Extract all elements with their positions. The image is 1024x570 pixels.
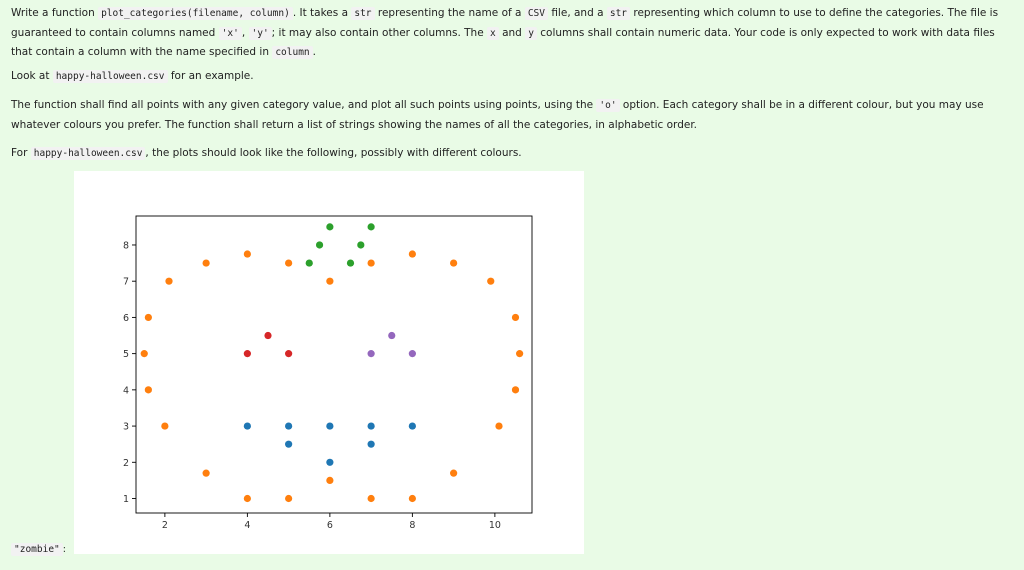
output-label: "zombie": — [11, 542, 66, 558]
data-point — [408, 422, 416, 430]
instruction-paragraph-3: The function shall find all points with … — [11, 99, 984, 131]
data-point — [367, 259, 375, 267]
data-point — [367, 422, 375, 430]
data-point — [285, 440, 293, 448]
column-code: column — [272, 46, 313, 59]
csv-filename-code: happy-halloween.csv — [52, 70, 168, 83]
data-point — [450, 259, 458, 267]
x-code: x — [487, 26, 499, 40]
data-point — [516, 350, 524, 358]
data-point — [357, 241, 365, 249]
data-point — [346, 259, 355, 267]
data-point — [243, 422, 251, 430]
x-tick-label: 6 — [327, 520, 333, 531]
plot-frame — [135, 215, 533, 514]
data-point — [144, 313, 152, 322]
data-point — [326, 422, 334, 430]
data-point — [326, 223, 334, 231]
data-point — [408, 250, 416, 258]
data-point — [285, 259, 293, 267]
y-tick-label: 8 — [123, 240, 129, 251]
data-point — [202, 259, 210, 267]
data-point — [495, 422, 503, 430]
y-column-code: 'y' — [248, 26, 272, 40]
data-point — [202, 469, 210, 477]
str-code: str — [606, 7, 631, 20]
data-point — [487, 277, 495, 285]
instruction-paragraph-2: Look at happy-halloween.csv for an examp… — [11, 70, 254, 83]
data-point — [326, 458, 334, 466]
data-point — [326, 277, 334, 285]
data-point — [511, 313, 520, 322]
data-point — [243, 250, 251, 258]
data-point — [285, 494, 293, 503]
data-point — [144, 386, 152, 394]
data-point — [367, 440, 375, 448]
x-tick-label: 2 — [162, 520, 168, 531]
instruction-paragraph-4: For happy-halloween.csv, the plots shoul… — [11, 147, 522, 160]
y-tick-label: 1 — [123, 494, 129, 505]
x-tick-label: 8 — [409, 520, 415, 531]
x-tick-label: 10 — [489, 520, 501, 531]
data-point — [408, 350, 416, 358]
data-point — [450, 469, 458, 477]
marker-option-code: 'o' — [596, 99, 620, 112]
function-signature-code: plot_categories(filename, column) — [98, 7, 293, 20]
data-point — [285, 422, 293, 430]
data-point — [511, 386, 520, 394]
y-tick-label: 2 — [123, 458, 129, 469]
x-column-code: 'x' — [218, 26, 242, 40]
y-tick-label: 5 — [123, 349, 129, 360]
data-point — [305, 259, 313, 267]
data-point — [243, 350, 251, 358]
str-code: str — [351, 7, 375, 20]
data-point — [367, 350, 375, 358]
y-tick-label: 6 — [123, 313, 129, 324]
category-name-code: "zombie" — [11, 543, 63, 556]
data-point — [408, 494, 416, 503]
data-point — [264, 331, 272, 340]
data-point — [367, 223, 375, 231]
scatter-plot-figure: 2 4 6 8 10 1 2 3 4 5 6 7 8 — [74, 171, 584, 554]
y-tick-label: 7 — [123, 277, 129, 288]
data-point — [315, 241, 324, 249]
csv-code: CSV — [524, 7, 548, 20]
y-tick-label: 3 — [123, 422, 129, 433]
data-point — [367, 494, 375, 503]
data-point — [161, 422, 169, 430]
y-tick-label: 4 — [123, 385, 129, 396]
data-point — [140, 350, 148, 358]
instruction-paragraph-1: Write a function plot_categories(filenam… — [11, 7, 999, 59]
y-code: y — [525, 26, 537, 40]
x-tick-label: 4 — [244, 520, 250, 531]
data-point — [243, 494, 251, 503]
data-point — [285, 350, 293, 358]
csv-filename-code: happy-halloween.csv — [30, 147, 146, 160]
data-point — [165, 277, 173, 285]
data-point — [388, 331, 396, 340]
data-point — [326, 476, 334, 485]
